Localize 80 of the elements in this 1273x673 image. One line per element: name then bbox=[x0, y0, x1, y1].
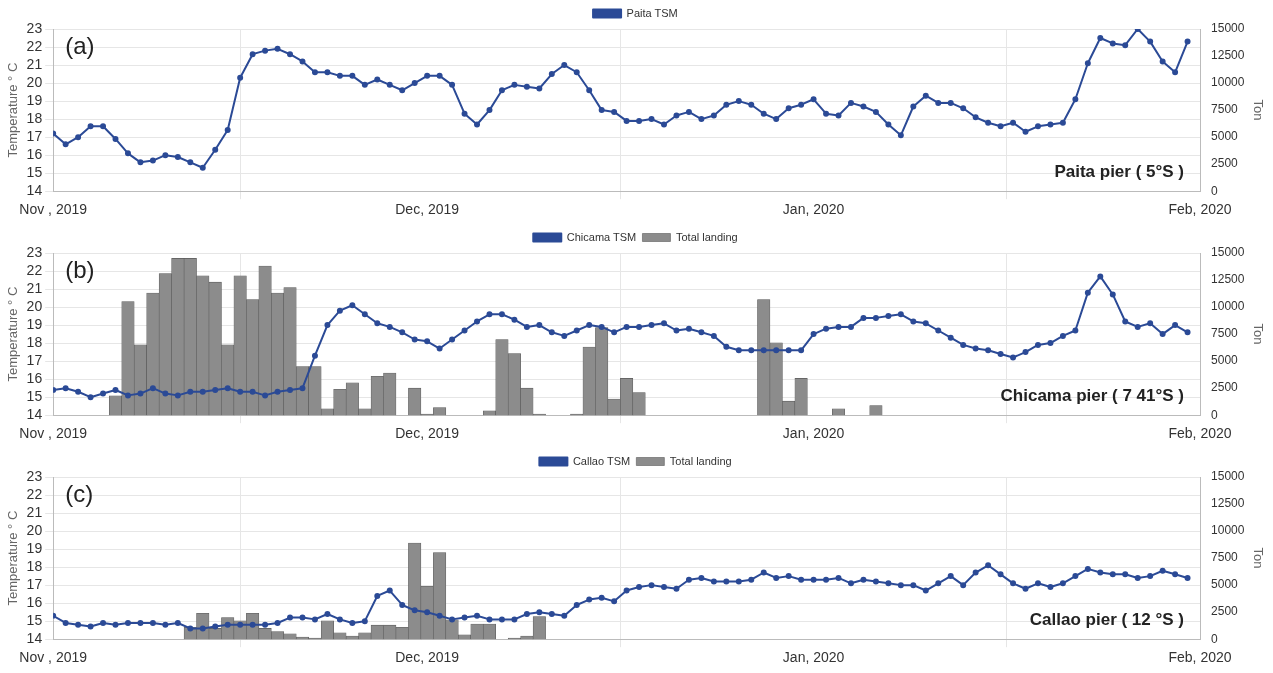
y-tick-label: 14 bbox=[26, 630, 43, 647]
x-tick-label: Nov , 2019 bbox=[19, 425, 88, 442]
y2-tick-label: 0 bbox=[1211, 183, 1219, 198]
y-tick-label: 19 bbox=[26, 91, 43, 108]
y-tick-label: 15 bbox=[26, 388, 43, 405]
y-tick-label: 16 bbox=[26, 370, 43, 387]
annotation: (c) bbox=[65, 479, 94, 507]
x-tick-label: Feb, 2020 bbox=[1168, 201, 1232, 218]
legend-label: Total landing bbox=[669, 454, 732, 467]
y-axis-title: Temperature ° C bbox=[5, 62, 21, 158]
y2-tick-label: 10000 bbox=[1211, 75, 1245, 90]
x-tick-label: Nov , 2019 bbox=[19, 201, 88, 218]
y-tick-label: 21 bbox=[26, 279, 43, 296]
y-tick-label: 17 bbox=[26, 127, 43, 144]
y2-tick-label: 7500 bbox=[1211, 326, 1239, 341]
x-tick-label: Nov , 2019 bbox=[19, 649, 88, 666]
legend-label: Chicama TSM bbox=[566, 230, 637, 243]
x-tick-label: Jan, 2020 bbox=[782, 649, 845, 666]
y2-tick-label: 15000 bbox=[1211, 469, 1245, 484]
y2-tick-label: 12500 bbox=[1211, 496, 1245, 511]
y2-tick-label: 2500 bbox=[1211, 604, 1239, 619]
x-tick-label: Jan, 2020 bbox=[782, 425, 845, 442]
y2-tick-label: 5000 bbox=[1211, 353, 1239, 368]
y-tick-label: 18 bbox=[26, 557, 43, 574]
y2-axis-title: Ton bbox=[1250, 323, 1266, 345]
y-axis-title: Temperature ° C bbox=[5, 286, 21, 382]
annotation: (b) bbox=[65, 255, 95, 283]
legend-label: Total landing bbox=[675, 230, 738, 243]
y-axis-title: Temperature ° C bbox=[5, 510, 21, 606]
y-tick-label: 23 bbox=[26, 467, 43, 484]
y-tick-label: 23 bbox=[26, 19, 43, 36]
y-tick-label: 15 bbox=[26, 612, 43, 629]
y2-tick-label: 7500 bbox=[1211, 102, 1239, 117]
y-tick-label: 17 bbox=[26, 575, 43, 592]
x-tick-label: Dec, 2019 bbox=[395, 425, 460, 442]
x-tick-label: Feb, 2020 bbox=[1168, 425, 1232, 442]
y-tick-label: 18 bbox=[26, 333, 43, 350]
y-tick-label: 20 bbox=[26, 297, 43, 314]
y2-tick-label: 12500 bbox=[1211, 48, 1245, 63]
y2-tick-label: 10000 bbox=[1211, 523, 1245, 538]
y-tick-label: 14 bbox=[26, 406, 43, 423]
y2-tick-label: 15000 bbox=[1211, 245, 1245, 260]
annotation: Paita pier ( 5°S ) bbox=[1054, 162, 1185, 182]
y-tick-label: 20 bbox=[26, 73, 43, 90]
y2-tick-label: 2500 bbox=[1211, 156, 1239, 171]
y-tick-label: 20 bbox=[26, 521, 43, 538]
y-tick-label: 18 bbox=[26, 109, 43, 126]
legend-label: Callao TSM bbox=[572, 454, 631, 467]
annotation: Callao pier ( 12 °S ) bbox=[1029, 610, 1185, 630]
y-tick-label: 19 bbox=[26, 539, 43, 556]
x-tick-label: Jan, 2020 bbox=[782, 201, 845, 218]
y2-tick-label: 12500 bbox=[1211, 272, 1245, 287]
x-tick-label: Dec, 2019 bbox=[395, 649, 460, 666]
y-tick-label: 22 bbox=[26, 261, 43, 278]
y-tick-label: 21 bbox=[26, 55, 43, 72]
y2-tick-label: 0 bbox=[1211, 631, 1219, 646]
y2-tick-label: 2500 bbox=[1211, 380, 1239, 395]
y-tick-label: 23 bbox=[26, 243, 43, 260]
annotation: (a) bbox=[65, 31, 95, 59]
y-tick-label: 22 bbox=[26, 485, 43, 502]
y-tick-label: 22 bbox=[26, 37, 43, 54]
y2-tick-label: 10000 bbox=[1211, 299, 1245, 314]
y-tick-label: 16 bbox=[26, 594, 43, 611]
y2-axis-title: Ton bbox=[1250, 547, 1266, 569]
y-tick-label: 15 bbox=[26, 164, 43, 181]
y-tick-label: 16 bbox=[26, 146, 43, 163]
y2-axis-title: Ton bbox=[1250, 99, 1266, 121]
y2-tick-label: 5000 bbox=[1211, 129, 1239, 144]
y-tick-label: 21 bbox=[26, 503, 43, 520]
x-tick-label: Dec, 2019 bbox=[395, 201, 460, 218]
y2-tick-label: 15000 bbox=[1211, 21, 1245, 36]
y-tick-label: 17 bbox=[26, 351, 43, 368]
annotation: Chicama pier ( 7 41°S ) bbox=[1000, 386, 1185, 406]
legend-label: Paita TSM bbox=[626, 6, 678, 19]
x-tick-label: Feb, 2020 bbox=[1168, 649, 1232, 666]
y-tick-label: 19 bbox=[26, 315, 43, 332]
y2-tick-label: 7500 bbox=[1211, 550, 1239, 565]
y2-tick-label: 5000 bbox=[1211, 577, 1239, 592]
y2-tick-label: 0 bbox=[1211, 407, 1219, 422]
y-tick-label: 14 bbox=[26, 182, 43, 199]
